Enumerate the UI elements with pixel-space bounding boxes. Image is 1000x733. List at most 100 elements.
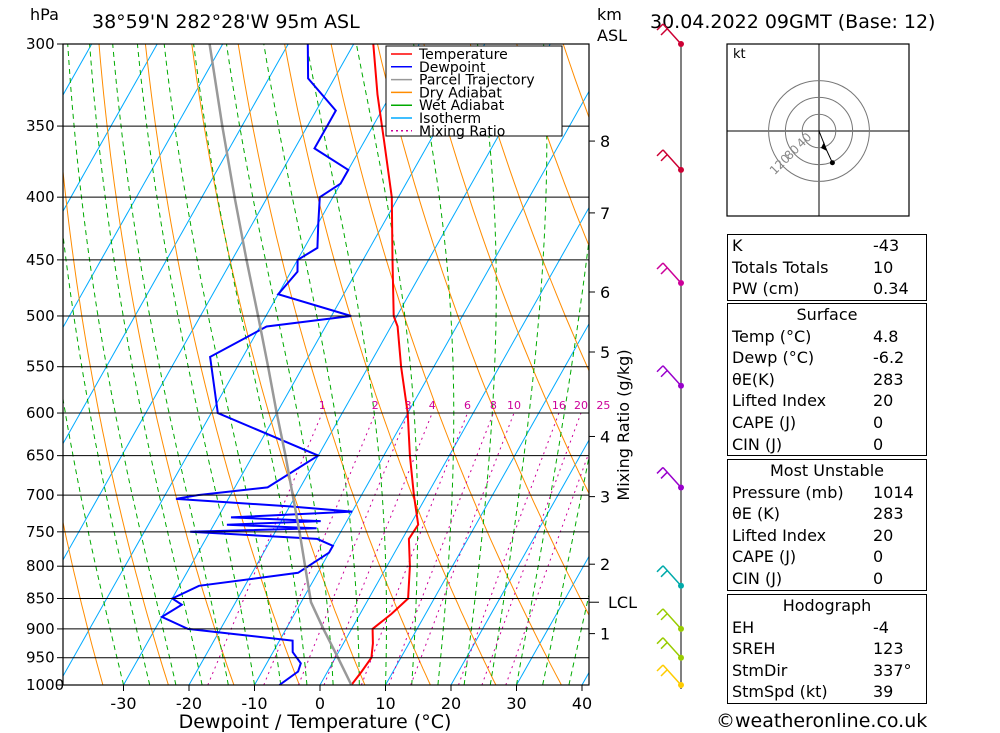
x-axis-label: Dewpoint / Temperature (°C) [179,711,452,733]
surface-li-value: 20 [873,391,894,411]
legend-label: Dry Adiabat [419,85,502,101]
pressure-tick-label: 700 [26,486,55,504]
legend-label: Parcel Trajectory [419,73,535,89]
x-tick-label: 10 [375,694,395,713]
surface-temp-label: Temp (°C) [732,326,812,346]
dewpoint-line [159,44,353,685]
hodograph-unit: kt [733,47,746,62]
wind-barb [656,23,682,45]
hodo-eh-row: EH -4 [728,617,926,639]
hodo-sreh-row: SREH 123 [728,638,926,660]
height-tick-label: 8 [600,132,610,151]
totals-label: Totals Totals [732,257,829,277]
height-tick-label: 5 [600,343,610,362]
hodo-eh-value: -4 [873,617,889,637]
dry-adiabat-line [376,44,589,617]
mixing-ratio-label: 2 [372,399,379,412]
wet-adiabat-line [67,44,177,685]
surface-temp-row: Temp (°C) 4.8 [728,326,926,348]
dry-adiabat-line [237,44,431,685]
lcl-label: LCL [608,593,637,612]
pressure-tick-label: 750 [26,523,55,541]
totals-row: Totals Totals 10 [728,257,926,279]
height-tick-label: 4 [600,427,610,446]
dry-adiabat-line [144,44,300,685]
mixing-ratio-line [458,412,560,685]
wet-adiabat-line [463,44,497,685]
isotherm-line [319,206,589,685]
km-unit-label: km [597,5,622,24]
pressure-tick-label: 900 [26,620,55,638]
surface-li-row: Lifted Index 20 [728,390,926,412]
hodo-stmdir-label: StmDir [732,660,788,680]
pressure-tick-label: 1000 [26,676,64,694]
pressure-tick-label: 950 [26,649,55,667]
x-tick-label: 40 [572,694,592,713]
hodo-eh-label: EH [732,617,755,637]
dry-adiabat-line [423,44,589,495]
mu-cin-label: CIN (J) [732,568,783,588]
mixing-ratio-lines [207,412,589,685]
hodograph-ring [784,96,854,166]
location-title: 38°59'N 282°28'W 95m ASL [92,11,360,33]
hodograph-ring [801,113,837,149]
hodograph-frame [726,43,910,217]
surface-table: Surface Temp (°C) 4.8 Dewp (°C) -6.2 θE(K)… [727,303,927,457]
dry-adiabat-line [469,44,589,372]
legend-label: Mixing Ratio [419,124,505,140]
totals-value: 10 [873,257,894,277]
mu-li-label: Lifted Index [732,525,827,545]
dry-adiabat-line [191,44,366,685]
wet-adiabat-line [263,44,360,685]
surface-title: Surface [796,305,858,324]
mixing-ratio-label: 1 [319,399,326,412]
mu-cape-row: CAPE (J) 0 [728,546,926,568]
wet-adiabat-line [568,592,589,685]
mu-cin-row: CIN (J) 0 [728,568,926,590]
wet-adiabat-line [136,44,255,685]
surface-dewp-value: -6.2 [873,348,905,368]
dry-adiabat-line [63,519,104,685]
pressure-tick-label: 600 [26,404,55,422]
mu-pressure-label: Pressure (mb) [732,482,844,502]
wet-adiabat-line [516,236,589,685]
isotherm-line [385,322,589,685]
pressure-tick-label: 850 [26,589,55,607]
hodo-stmspd-value: 39 [873,682,894,702]
x-tick-label: 0 [315,694,325,713]
k-index-row: K -43 [728,235,926,257]
hodo-sreh-value: 123 [873,639,904,659]
dry-adiabat-line [63,166,169,685]
height-tick-label: 6 [600,283,610,302]
wind-barb [656,664,682,686]
hodograph-arrowhead [821,142,827,151]
wet-adiabat-line [489,44,548,685]
surface-cin-value: 0 [873,434,884,454]
surface-dewp-label: Dewp (°C) [732,348,815,368]
mixing-ratio-label: 25 [596,399,610,412]
mu-cape-label: CAPE (J) [732,547,797,567]
x-tick-label: 20 [441,694,461,713]
dry-adiabat-line [284,44,497,685]
isotherm-line [0,44,26,685]
dry-adiabat-line [98,44,235,685]
isotherm-line [450,439,589,685]
wet-adiabat-line [193,44,308,685]
mixing-ratio-line [410,412,515,685]
surface-cape-row: CAPE (J) 0 [728,412,926,434]
wind-barb [656,565,682,587]
surface-thetae-value: 283 [873,369,904,389]
legend-label: Temperature [418,47,508,63]
hodo-stmspd-row: StmSpd (kt) 39 [728,681,926,703]
mu-li-value: 20 [873,525,894,545]
surface-cin-label: CIN (J) [732,434,783,454]
pressure-grid: 300 350 400 450 500 550 600 650 700 750 800 850 900 9… [26,35,589,694]
mu-thetae-row: θE (K) 283 [728,503,926,525]
mixing-ratio-label: 20 [574,399,588,412]
datetime-title: 30.04.2022 09GMT (Base: 12) [650,11,935,33]
mixing-ratio-label: 6 [464,399,471,412]
isotherm-line [63,44,158,213]
